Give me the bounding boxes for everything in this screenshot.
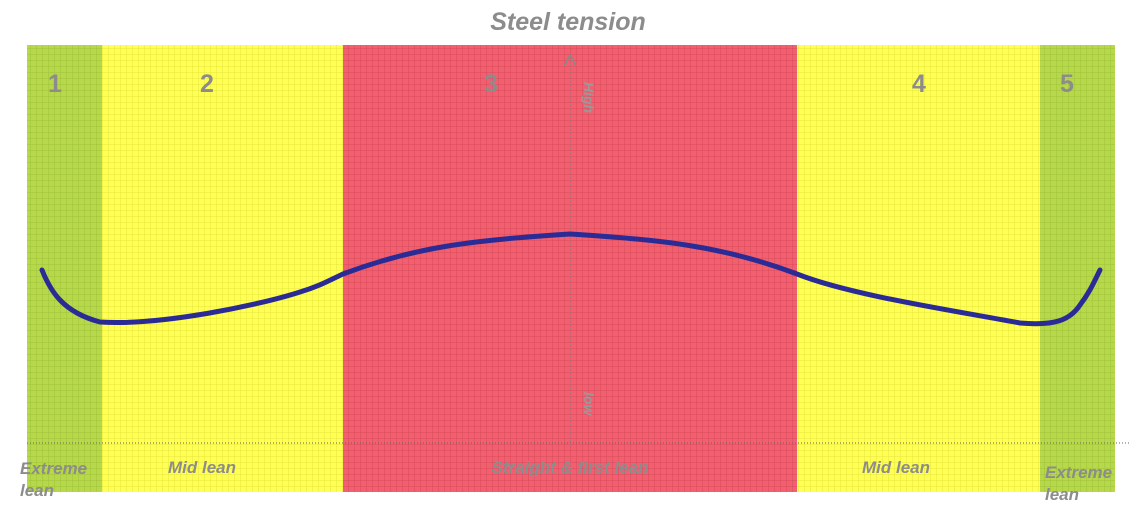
zone-number: 2 <box>200 70 214 98</box>
zone-label: Extreme lean <box>20 459 88 500</box>
zone-label: Straight & first lean <box>491 458 649 477</box>
axis-arrow <box>563 53 577 67</box>
title: Steel tension <box>490 8 646 36</box>
zone-label: Mid lean <box>168 458 237 477</box>
zone-number: 1 <box>48 70 62 98</box>
axis-high-label: High <box>581 82 597 114</box>
zone-number: 5 <box>1060 70 1074 98</box>
zone-4 <box>797 45 1040 492</box>
zone-number: 3 <box>484 70 498 98</box>
zone-label: Extreme lean <box>1045 463 1113 504</box>
zone-2 <box>102 45 343 492</box>
tension-curve <box>39 231 1103 327</box>
zone-number: 4 <box>912 70 926 98</box>
zone-1 <box>27 45 102 492</box>
zone-label: Mid lean <box>862 458 931 477</box>
axis-low-label: low <box>581 392 597 416</box>
zone-5 <box>1040 45 1115 492</box>
